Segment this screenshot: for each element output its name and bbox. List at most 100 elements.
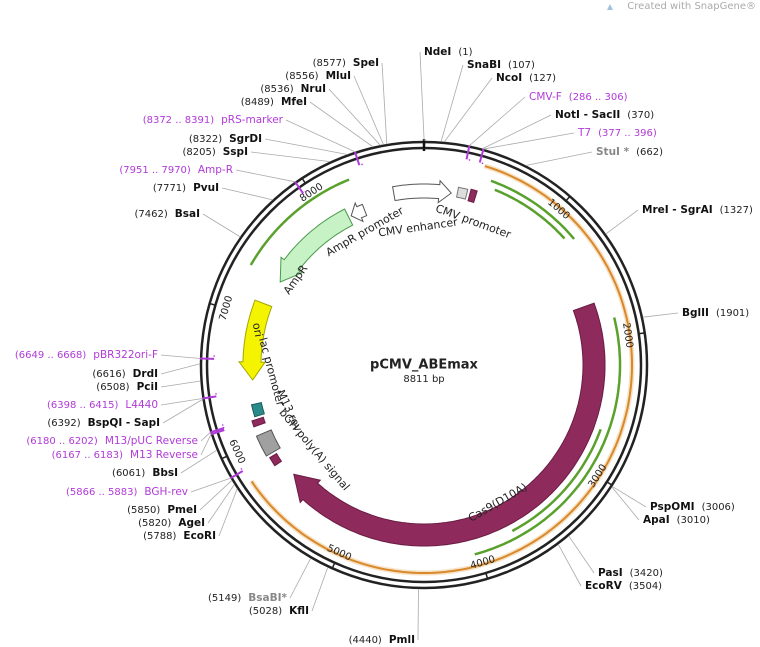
- leader-line: [200, 434, 212, 456]
- site-name: StuI *: [596, 146, 630, 158]
- site-position: (662): [636, 147, 663, 158]
- site-position: (6508): [96, 382, 129, 393]
- site-name: NdeI: [424, 46, 451, 58]
- site-position: (8372 .. 8391): [143, 115, 215, 126]
- site-name: PspOMI: [650, 501, 695, 513]
- primer-mark: [478, 148, 485, 163]
- leader-line: [419, 51, 425, 142]
- feature-shape: [467, 188, 478, 204]
- enzyme-label: (7771) PvuI: [153, 182, 219, 194]
- primer-end: [221, 424, 224, 426]
- enzyme-label: NcoI (127): [496, 72, 556, 84]
- ring-tick: [485, 572, 489, 579]
- site-position: (7951 .. 7970): [119, 165, 191, 176]
- site-name: pRS-marker: [221, 114, 284, 126]
- enzyme-label: PasI (3420): [598, 567, 663, 579]
- enzyme-label: (6616) DrdI: [92, 368, 158, 380]
- logo-icon: [607, 4, 613, 10]
- ring-tick: [331, 562, 336, 569]
- enzyme-label: (8489) MfeI: [241, 96, 307, 108]
- primer-label: (6180 .. 6202) M13/pUC Reverse: [26, 435, 198, 447]
- ring-tick: [221, 455, 228, 460]
- plasmid-length: 8811 bp: [403, 374, 444, 385]
- orf-arc: [250, 165, 633, 574]
- primer-mark: [210, 427, 225, 434]
- primer-mark: [465, 145, 471, 160]
- leader-line: [440, 64, 464, 142]
- site-name: MreI - SgrAI: [642, 204, 713, 216]
- feature-shape: [293, 302, 606, 547]
- site-position: (3420): [630, 568, 663, 579]
- enzyme-label: (5820) AgeI: [138, 517, 205, 529]
- primer-label: (5866 .. 5883) BGH-rev: [66, 486, 188, 498]
- enzyme-label: StuI * (662): [596, 146, 663, 158]
- primer-label: CMV-F (286 .. 306): [529, 91, 628, 103]
- primer-label: (6649 .. 6668) pBR322ori-F: [15, 349, 158, 361]
- site-name: DrdI: [133, 368, 158, 380]
- leader-line: [162, 399, 203, 424]
- site-name: BsaI: [175, 208, 200, 220]
- primer-end: [304, 190, 307, 193]
- site-name: PmeI: [167, 504, 197, 516]
- enzyme-label: SnaBI (107): [467, 59, 535, 71]
- leader-line: [250, 151, 331, 162]
- site-name: EcoRV: [585, 580, 623, 592]
- feature-label: ori: [250, 322, 265, 338]
- site-position: (8556): [285, 71, 318, 82]
- leader-line: [483, 132, 575, 150]
- site-name: MfeI: [281, 96, 307, 108]
- green-arc: [249, 178, 350, 266]
- ring-tick-label: 3000: [587, 462, 610, 489]
- green-arc: [474, 317, 622, 556]
- site-name: PmlI: [389, 634, 415, 646]
- green-arc: [490, 179, 576, 240]
- leader-line: [199, 480, 233, 511]
- site-position: (7462): [134, 209, 167, 220]
- primer-mark: [210, 429, 225, 436]
- primer-label: (6167 .. 6183) M13 Reverse: [52, 449, 198, 461]
- leader-line: [525, 151, 593, 166]
- site-position: (286 .. 306): [569, 92, 628, 103]
- leader-line: [611, 486, 640, 521]
- enzyme-label: (6061) BbsI: [112, 467, 178, 479]
- primer-mark: [354, 151, 361, 166]
- feature-shape: [250, 402, 265, 418]
- enzyme-label: (8556) MluI: [285, 70, 351, 82]
- leader-line: [180, 449, 218, 474]
- site-position: (6649 .. 6668): [15, 350, 87, 361]
- leader-line: [557, 544, 582, 587]
- site-position: (6616): [92, 369, 125, 380]
- site-position: (5788): [143, 531, 176, 542]
- primer-end: [468, 159, 471, 161]
- ring-tick-label: 2000: [620, 322, 635, 349]
- enzyme-label: PspOMI (3006): [650, 501, 735, 513]
- leader-line: [328, 88, 381, 146]
- feature-shape: [350, 201, 368, 223]
- primer-end: [240, 468, 243, 470]
- site-position: (127): [529, 73, 556, 84]
- enzyme-label: NdeI (1): [424, 46, 473, 58]
- site-position: (5866 .. 5883): [66, 487, 138, 498]
- leader-line: [443, 77, 493, 143]
- site-position: (1901): [716, 308, 749, 319]
- ring-tick: [301, 177, 307, 184]
- site-name: CMV-F: [529, 91, 562, 103]
- leader-line: [160, 398, 203, 406]
- primer-label: (7951 .. 7970) Amp-R: [119, 164, 233, 176]
- enzyme-label: (5788) EcoRI: [143, 530, 216, 542]
- site-name: NcoI: [496, 72, 522, 84]
- site-position: (6167 .. 6183): [52, 450, 124, 461]
- site-position: (4440): [349, 635, 382, 646]
- enzyme-label: BglII (1901): [682, 307, 749, 319]
- leader-line: [309, 101, 374, 148]
- leader-line: [289, 558, 312, 599]
- site-name: T7: [577, 127, 591, 139]
- leader-line: [190, 477, 231, 493]
- leader-line: [221, 187, 273, 201]
- site-position: (8577): [313, 58, 346, 69]
- ring-tick: [638, 332, 645, 335]
- leader-line: [381, 62, 388, 145]
- site-name: SpeI: [353, 57, 379, 69]
